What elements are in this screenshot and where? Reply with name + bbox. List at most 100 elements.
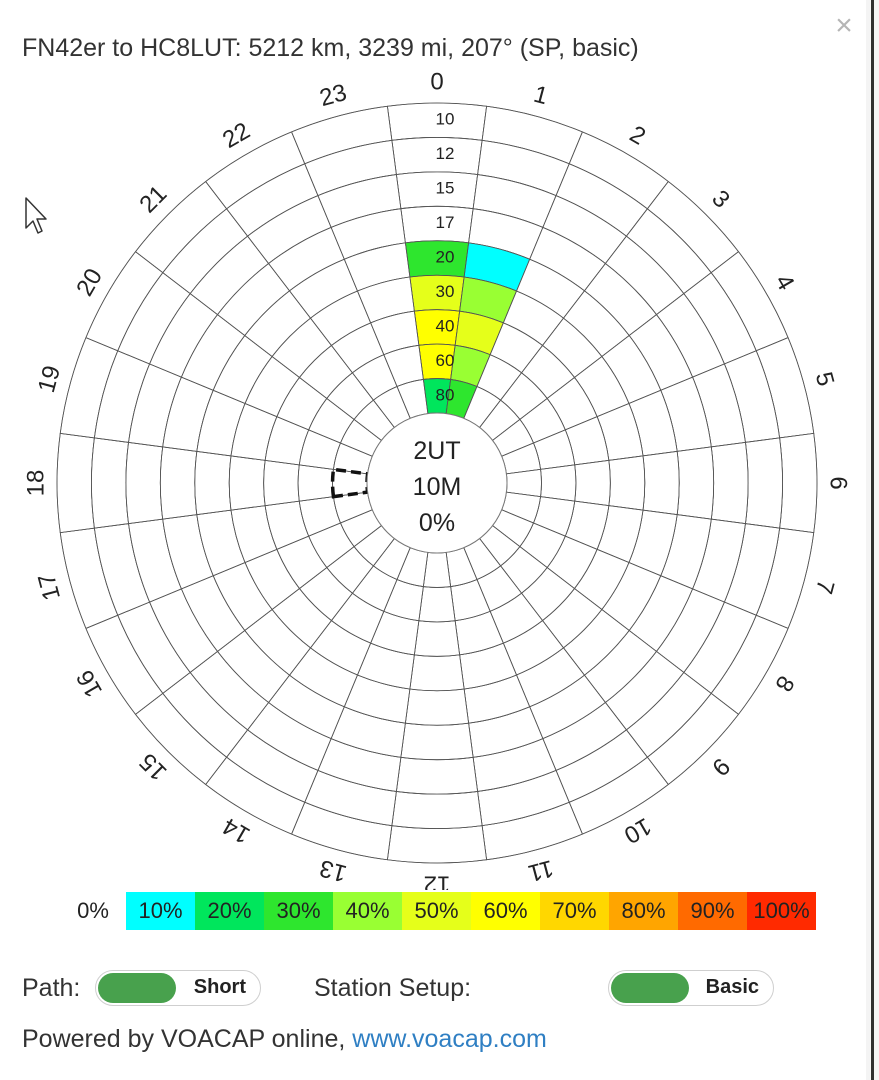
frequency-label: 40 [436,316,455,335]
spoke-line [85,337,373,457]
path-toggle-knob [98,973,176,1003]
frequency-label: 10 [436,110,455,129]
hour-label: 2 [625,121,650,151]
hour-label: 8 [769,671,799,696]
mouse-pointer-icon [25,197,47,234]
cell-h18-15 [125,441,164,525]
spoke-line [291,547,411,835]
spoke-line [501,509,789,629]
hour-label: 14 [218,812,255,849]
legend-swatch: 80% [609,892,678,930]
station-setup-toggle-knob [611,973,689,1003]
spoke-line [506,491,814,533]
path-toggle[interactable]: Short [95,970,261,1006]
spoke-line [205,538,395,785]
center-reliability-label: 0% [419,509,455,537]
hour-label: 1 [531,81,551,111]
ring-line [56,102,818,864]
hour-label: 20 [71,264,108,301]
spoke-line [85,509,373,629]
voacap-link[interactable]: www.voacap.com [352,1025,547,1053]
cell-h6-15 [710,441,749,525]
frequency-label: 30 [436,282,455,301]
center-time-label: 2UT [413,437,460,465]
hour-label: 6 [825,476,852,489]
window-edge-line [871,0,874,1080]
hour-label: 18 [22,470,49,497]
cell-h6-10 [779,432,818,534]
hour-label: 22 [218,117,255,154]
spoke-line [387,106,429,414]
hour-label: 7 [810,577,840,597]
spoke-line [291,131,411,419]
cell-h18-20 [194,450,232,516]
cell-h12-12 [391,791,483,829]
spoke-line [205,181,395,428]
frequency-label: 60 [436,351,455,370]
cell-h6-12 [745,437,783,529]
dialog-title: FN42er to HC8LUT: 5212 km, 3239 mi, 207°… [22,34,639,62]
legend-swatch: 0% [60,892,126,930]
spoke-line [463,547,583,835]
hour-label: 9 [706,752,735,781]
legend-swatch: 40% [333,892,402,930]
ring-line [228,274,646,692]
hour-label: 13 [317,854,350,887]
ring-line [297,343,577,623]
cell-h12-30 [409,654,465,692]
legend-swatch: 50% [402,892,471,930]
hour-label: 16 [71,665,108,702]
spoke-line [135,251,382,441]
cell-h12-10 [386,825,488,864]
cell-h6-20 [642,450,680,516]
legend-swatch: 60% [471,892,540,930]
cell-h18-40 [263,459,300,507]
ring-line [159,205,715,761]
legend-swatch: 70% [540,892,609,930]
path-label: Path: [22,974,81,1002]
path-toggle-value: Short [193,976,246,998]
legend-swatch: 90% [678,892,747,930]
frequency-label: 17 [436,213,455,232]
cell-h18-10 [56,432,95,534]
center-band-label: 10M [413,473,462,501]
center-disc [366,412,508,554]
controls-row: Path: Short Station Setup: Basic [22,970,842,1010]
footer-text: Powered by VOACAP online, [22,1025,353,1053]
ring-line [125,171,749,795]
spoke-line [479,181,669,428]
spoke-line [135,525,382,715]
spoke-line [60,433,368,475]
hour-label: 17 [33,570,66,603]
frequency-label: 80 [436,385,455,404]
station-setup-toggle[interactable]: Basic [608,970,774,1006]
cell-h18-17 [159,446,198,520]
hour-label: 3 [706,185,735,214]
hour-label: 23 [317,79,350,112]
station-setup-label: Station Setup: [314,974,472,1002]
spoke-line [445,552,487,860]
spoke-line [463,131,583,419]
hour-label: 5 [810,369,840,389]
footer: Powered by VOACAP online, www.voacap.com [22,1025,547,1054]
spoke-line [506,433,814,475]
cell-h18-12 [91,437,129,529]
frequency-label: 12 [436,144,455,163]
cell-h6-60 [540,464,577,502]
cell-h12-17 [400,722,474,761]
frequency-label: 20 [436,247,455,266]
cell-h6-30 [608,455,646,511]
cell-h6-40 [574,459,611,507]
cell-h6-17 [676,446,715,520]
reliability-legend: 0% 10% 20% 30% 40% 50% 60% 70% 80% 90% 100% [60,892,816,930]
legend-swatch: 30% [264,892,333,930]
close-icon[interactable]: × [835,9,853,42]
ring-line [263,309,611,657]
legend-swatch: 20% [195,892,264,930]
hour-label: 21 [134,180,172,218]
hour-label: 12 [424,871,451,890]
cell-h12-60 [418,586,456,623]
spoke-line [387,552,429,860]
cell-h12-40 [413,620,461,657]
